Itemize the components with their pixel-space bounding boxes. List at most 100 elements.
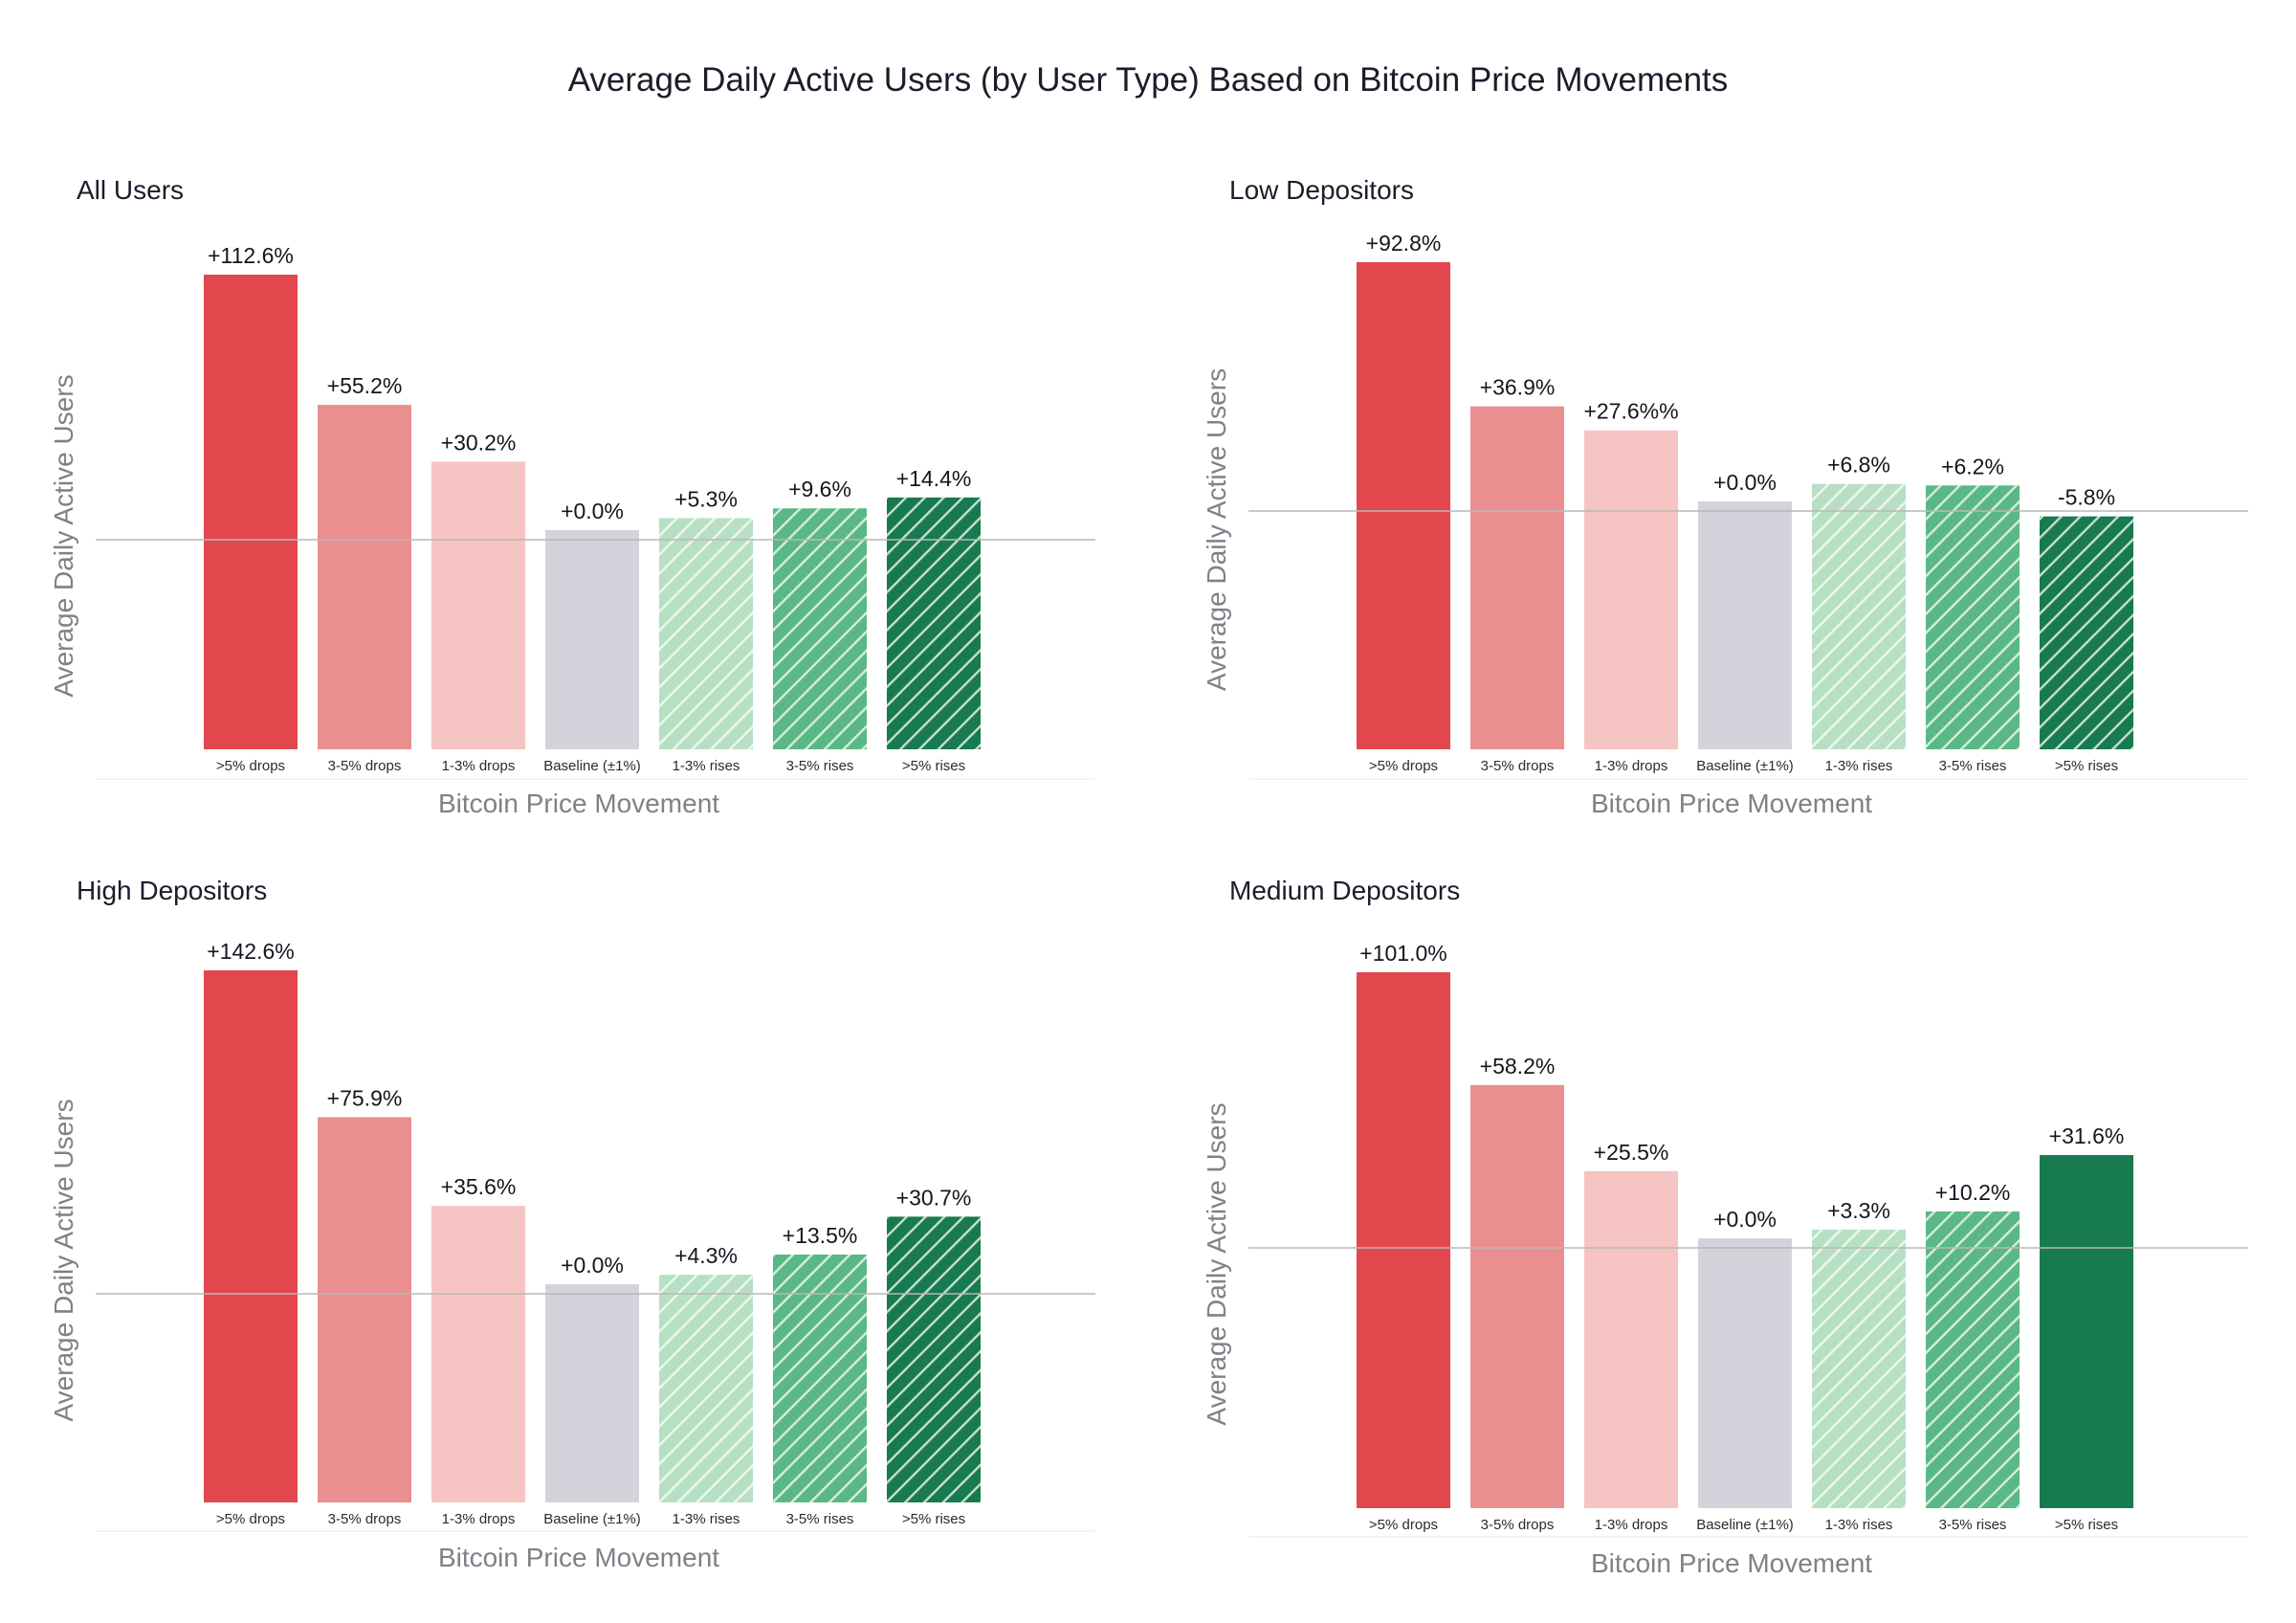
panel-title: Low Depositors bbox=[1229, 175, 1414, 205]
data-label: +92.8% bbox=[1366, 231, 1442, 256]
bar-hatch bbox=[887, 1216, 981, 1502]
tick-label: 3-5% drops bbox=[328, 1511, 402, 1527]
tick-label: 1-3% drops bbox=[1595, 758, 1668, 774]
tick-label: Baseline (±1%) bbox=[1696, 758, 1794, 774]
data-label: +30.7% bbox=[896, 1185, 972, 1210]
chart-medium-depositors: Medium Depositors Average Daily Active Us… bbox=[1202, 876, 2248, 1578]
y-axis-label: Average Daily Active Users bbox=[1202, 1102, 1231, 1425]
tick-label: 1-3% rises bbox=[673, 1511, 740, 1527]
x-axis-label: Bitcoin Price Movement bbox=[438, 789, 719, 818]
tick-label: 3-5% drops bbox=[1481, 1517, 1555, 1533]
tick-label: 3-5% rises bbox=[1939, 758, 2007, 774]
x-axis-label: Bitcoin Price Movement bbox=[438, 1543, 719, 1572]
tick-label: >5% drops bbox=[216, 758, 285, 774]
bar-hatch bbox=[2040, 516, 2133, 749]
tick-label: 3-5% rises bbox=[786, 1511, 854, 1527]
chart-low-depositors: Low Depositors Average Daily Active Users… bbox=[1202, 175, 2248, 818]
bar bbox=[1357, 972, 1450, 1508]
panel-title: All Users bbox=[77, 175, 184, 205]
y-axis-label: Average Daily Active Users bbox=[1202, 368, 1231, 691]
tick-label: 1-3% drops bbox=[1595, 1517, 1668, 1533]
bar bbox=[545, 1284, 639, 1502]
tick-label: >5% drops bbox=[1369, 758, 1438, 774]
bar bbox=[204, 275, 298, 749]
tick-label: 3-5% rises bbox=[1939, 1517, 2007, 1533]
data-label: -5.8% bbox=[2058, 485, 2115, 510]
tick-label: 3-5% rises bbox=[786, 758, 854, 774]
bar-hatch bbox=[1926, 485, 2020, 749]
chart-high-depositors: High Depositors Average Daily Active User… bbox=[49, 876, 1095, 1572]
data-label: +10.2% bbox=[1935, 1180, 2011, 1205]
bar-hatch bbox=[1812, 1229, 1906, 1508]
data-label: +6.2% bbox=[1941, 454, 2004, 478]
data-label: +6.8% bbox=[1827, 453, 1890, 478]
data-label: +75.9% bbox=[327, 1085, 403, 1110]
bar bbox=[1584, 1170, 1678, 1508]
data-label: +36.9% bbox=[1480, 375, 1556, 400]
tick-label: 1-3% drops bbox=[442, 758, 516, 774]
data-label: +0.0% bbox=[1713, 1207, 1777, 1232]
tick-label: >5% rises bbox=[2055, 758, 2118, 774]
tick-label: >5% drops bbox=[216, 1511, 285, 1527]
bar bbox=[431, 1206, 525, 1502]
data-label: +25.5% bbox=[1594, 1140, 1669, 1165]
data-label: +55.2% bbox=[327, 373, 403, 398]
data-label: +0.0% bbox=[561, 499, 624, 523]
tick-label: >5% drops bbox=[1369, 1517, 1438, 1533]
data-label: +0.0% bbox=[561, 1253, 624, 1278]
bar bbox=[1698, 501, 1792, 749]
data-label: +3.3% bbox=[1827, 1198, 1890, 1223]
data-label: +4.3% bbox=[674, 1243, 738, 1268]
bar bbox=[1584, 430, 1678, 749]
bar bbox=[318, 405, 411, 749]
bar-hatch bbox=[659, 1275, 753, 1502]
bar-hatch bbox=[1926, 1211, 2020, 1508]
bar-hatch bbox=[773, 508, 867, 749]
bar bbox=[1698, 1238, 1792, 1508]
bar bbox=[545, 530, 639, 749]
y-axis-label: Average Daily Active Users bbox=[49, 374, 78, 697]
data-label: +101.0% bbox=[1359, 941, 1446, 966]
bar bbox=[318, 1117, 411, 1502]
data-label: +112.6% bbox=[208, 243, 294, 268]
tick-label: 3-5% drops bbox=[1481, 758, 1555, 774]
data-label: +142.6% bbox=[207, 939, 294, 964]
tick-label: Baseline (±1%) bbox=[543, 1511, 641, 1527]
bar bbox=[1470, 1084, 1564, 1508]
y-axis-label: Average Daily Active Users bbox=[49, 1099, 78, 1421]
data-label: +9.6% bbox=[788, 477, 851, 501]
bar bbox=[204, 970, 298, 1502]
bar bbox=[1357, 262, 1450, 749]
tick-label: >5% rises bbox=[902, 1511, 965, 1527]
tick-label: 1-3% drops bbox=[442, 1511, 516, 1527]
bar-hatch bbox=[887, 497, 981, 749]
tick-label: 1-3% rises bbox=[673, 758, 740, 774]
tick-label: 1-3% rises bbox=[1825, 1517, 1893, 1533]
tick-label: 1-3% rises bbox=[1825, 758, 1893, 774]
tick-label: Baseline (±1%) bbox=[543, 758, 641, 774]
tick-label: >5% rises bbox=[2055, 1517, 2118, 1533]
data-label: +58.2% bbox=[1480, 1054, 1556, 1078]
main-title: Average Daily Active Users (by User Type… bbox=[567, 61, 1729, 99]
data-label: +13.5% bbox=[783, 1223, 858, 1248]
data-label: +14.4% bbox=[896, 466, 972, 491]
panel-title: Medium Depositors bbox=[1229, 876, 1460, 905]
panel-title: High Depositors bbox=[77, 876, 267, 905]
data-label: +31.6% bbox=[2049, 1123, 2125, 1148]
x-axis-label: Bitcoin Price Movement bbox=[1591, 789, 1872, 818]
tick-label: 3-5% drops bbox=[328, 758, 402, 774]
data-label: +5.3% bbox=[674, 486, 738, 511]
data-label: +35.6% bbox=[441, 1174, 517, 1199]
bar-hatch bbox=[659, 518, 753, 749]
bar-hatch bbox=[1812, 483, 1906, 749]
data-label: +30.2% bbox=[441, 430, 517, 455]
x-axis-label: Bitcoin Price Movement bbox=[1591, 1548, 1872, 1578]
bar bbox=[431, 461, 525, 749]
bar bbox=[2040, 1155, 2133, 1508]
data-label: +27.6%% bbox=[1583, 399, 1678, 424]
data-label: +0.0% bbox=[1713, 470, 1777, 495]
bar-hatch bbox=[773, 1254, 867, 1502]
tick-label: >5% rises bbox=[902, 758, 965, 774]
bar bbox=[1470, 406, 1564, 749]
